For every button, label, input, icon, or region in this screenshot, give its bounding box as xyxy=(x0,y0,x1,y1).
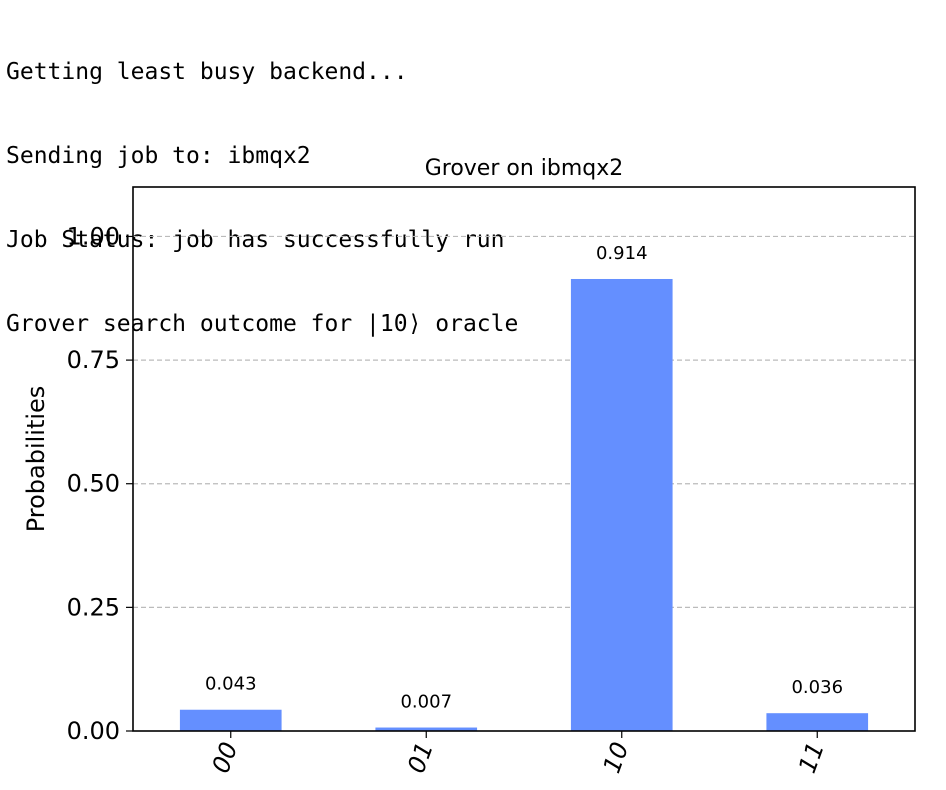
x-tick-label-10: 10 xyxy=(598,738,635,776)
console-line-job-status: Job Status: job has successfully run xyxy=(6,227,505,253)
data-label-00: 0.043 xyxy=(205,674,257,695)
y-tick-label: 0.25 xyxy=(67,593,120,621)
bars xyxy=(179,278,869,731)
console-line-job-sent: Sending job to: ibmqx2 xyxy=(6,143,311,169)
console-output: Getting least busy backend... Sending jo… xyxy=(6,2,518,366)
x-tick-label-01: 01 xyxy=(402,738,439,776)
y-axis-label: Probabilities xyxy=(22,386,50,533)
data-label-01: 0.007 xyxy=(400,692,452,713)
x-tick-label-11: 11 xyxy=(793,738,830,776)
bar-11 xyxy=(766,713,869,731)
data-label-10: 0.914 xyxy=(596,243,648,264)
bar-10 xyxy=(570,278,673,731)
y-tick-label: 0.75 xyxy=(67,346,120,374)
bar-01 xyxy=(375,727,478,731)
data-labels: 0.043 0.007 0.914 0.036 xyxy=(205,243,843,713)
chart-title: Grover on ibmqx2 xyxy=(425,156,624,181)
console-line-backend: Getting least busy backend... xyxy=(6,59,408,85)
y-tick-label: 1.00 xyxy=(67,222,120,250)
x-tick-label-00: 00 xyxy=(207,738,244,776)
grid-lines xyxy=(133,235,915,608)
data-label-11: 0.036 xyxy=(791,677,843,698)
axes: 0.00 0.25 0.50 0.75 1.00 00 01 10 11 xyxy=(67,186,916,777)
y-tick-label: 0.50 xyxy=(67,470,120,498)
bar-00 xyxy=(179,709,282,731)
console-line-outcome: Grover search outcome for |10⟩ oracle xyxy=(6,311,519,337)
plot-frame xyxy=(132,186,916,732)
y-tick-label: 0.00 xyxy=(67,717,120,745)
